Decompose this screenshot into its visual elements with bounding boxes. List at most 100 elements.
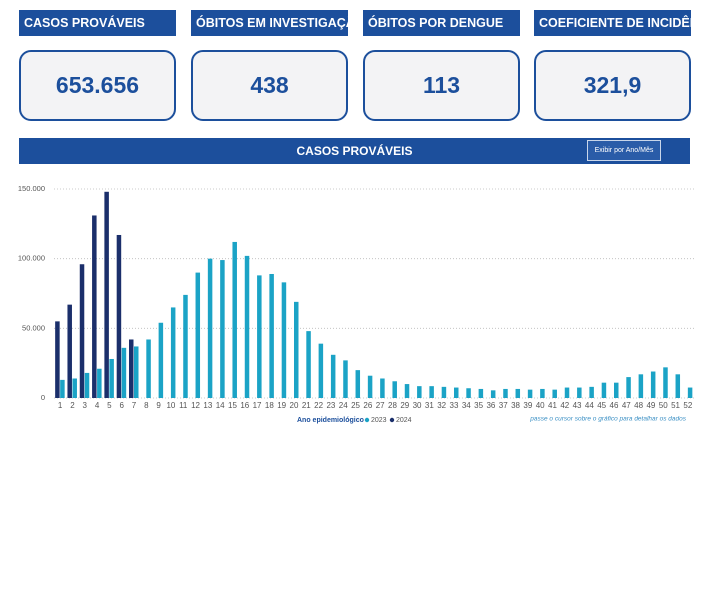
x-tick-label: 7 xyxy=(132,401,137,410)
x-tick-label: 21 xyxy=(302,401,311,410)
x-tick-label: 22 xyxy=(314,401,323,410)
legend-swatch xyxy=(389,417,395,423)
bar xyxy=(183,294,188,398)
x-tick-label: 41 xyxy=(548,401,557,410)
bar xyxy=(417,386,422,398)
x-tick-label: 1 xyxy=(58,401,63,410)
x-tick-label: 42 xyxy=(560,401,569,410)
x-tick-label: 30 xyxy=(413,401,422,410)
bar xyxy=(503,388,508,398)
x-tick-label: 47 xyxy=(622,401,631,410)
y-tick-label: 150.000 xyxy=(18,184,45,193)
x-tick-label: 49 xyxy=(646,401,655,410)
bar xyxy=(104,191,109,398)
legend-label: 2023 xyxy=(371,417,387,424)
x-tick-label: 29 xyxy=(400,401,409,410)
bar xyxy=(478,388,484,398)
bar xyxy=(429,386,434,398)
x-tick-label: 11 xyxy=(179,401,188,410)
bar xyxy=(343,360,348,398)
bar xyxy=(392,381,397,398)
x-tick-label: 32 xyxy=(437,401,446,410)
bar xyxy=(355,370,361,398)
x-tick-label: 23 xyxy=(326,401,335,410)
legend-title: Ano epidemiológico xyxy=(297,417,364,424)
bar xyxy=(601,382,607,398)
bar xyxy=(318,343,324,398)
y-tick-label: 100.000 xyxy=(18,254,45,263)
bar xyxy=(564,387,570,398)
bar xyxy=(490,390,496,398)
bar xyxy=(281,282,287,398)
x-tick-label: 35 xyxy=(474,401,483,410)
bar xyxy=(129,339,134,398)
bar xyxy=(663,367,668,398)
x-tick-label: 51 xyxy=(671,401,680,410)
x-tick-label: 45 xyxy=(597,401,606,410)
x-tick-label: 50 xyxy=(659,401,668,410)
kpi-title: ÓBITOS POR DENGUE xyxy=(363,10,520,36)
legend-swatch xyxy=(364,417,370,423)
kpi-title: COEFICIENTE DE INCIDÊNCIA xyxy=(534,10,691,36)
x-tick-label: 18 xyxy=(265,401,274,410)
x-tick-label: 5 xyxy=(107,401,112,410)
bar xyxy=(380,378,385,398)
x-tick-label: 19 xyxy=(277,401,286,410)
x-tick-label: 2 xyxy=(70,401,75,410)
bar xyxy=(97,368,102,398)
bar xyxy=(244,255,250,398)
x-tick-label: 3 xyxy=(83,401,88,410)
x-tick-label: 6 xyxy=(119,401,124,410)
bar xyxy=(257,275,262,398)
bar xyxy=(294,301,299,398)
bar xyxy=(67,304,72,398)
bar xyxy=(650,371,656,398)
kpi-value: 321,9 xyxy=(534,50,691,121)
bar xyxy=(626,377,631,398)
x-tick-label: 4 xyxy=(95,401,100,410)
bar xyxy=(232,241,237,398)
x-tick-label: 14 xyxy=(216,401,225,410)
bar xyxy=(170,307,176,398)
kpi-title: ÓBITOS EM INVESTIGAÇÃO xyxy=(191,10,348,36)
bar xyxy=(687,387,693,398)
x-tick-label: 52 xyxy=(683,401,692,410)
view-toggle-button[interactable]: Exibir por Ano/Mês xyxy=(587,140,661,161)
kpi-value: 113 xyxy=(363,50,520,121)
bar xyxy=(675,374,681,398)
x-tick-label: 15 xyxy=(228,401,237,410)
bar xyxy=(614,382,619,398)
x-tick-label: 33 xyxy=(450,401,459,410)
x-tick-label: 46 xyxy=(610,401,619,410)
chart-header: CASOS PROVÁVEIS xyxy=(19,138,690,164)
x-tick-label: 36 xyxy=(486,401,495,410)
bar xyxy=(92,215,97,398)
x-tick-label: 17 xyxy=(253,401,262,410)
x-tick-label: 27 xyxy=(376,401,385,410)
bar xyxy=(404,384,410,398)
bar xyxy=(55,321,60,398)
x-tick-label: 31 xyxy=(425,401,434,410)
kpi-value: 438 xyxy=(191,50,348,121)
bar xyxy=(60,379,65,398)
x-tick-label: 25 xyxy=(351,401,360,410)
bar xyxy=(158,322,164,398)
bar xyxy=(72,378,77,398)
bar xyxy=(116,234,122,398)
x-tick-label: 26 xyxy=(363,401,372,410)
x-tick-label: 38 xyxy=(511,401,520,410)
x-tick-label: 40 xyxy=(536,401,545,410)
x-tick-label: 9 xyxy=(156,401,161,410)
bar xyxy=(220,260,225,398)
bar xyxy=(515,388,521,398)
x-tick-label: 34 xyxy=(462,401,471,410)
bar xyxy=(466,388,471,398)
y-tick-label: 0 xyxy=(41,393,45,402)
bar xyxy=(577,387,582,398)
bar xyxy=(207,258,213,398)
bar xyxy=(84,372,90,398)
kpi-title: CASOS PROVÁVEIS xyxy=(19,10,176,36)
bar xyxy=(638,374,644,398)
